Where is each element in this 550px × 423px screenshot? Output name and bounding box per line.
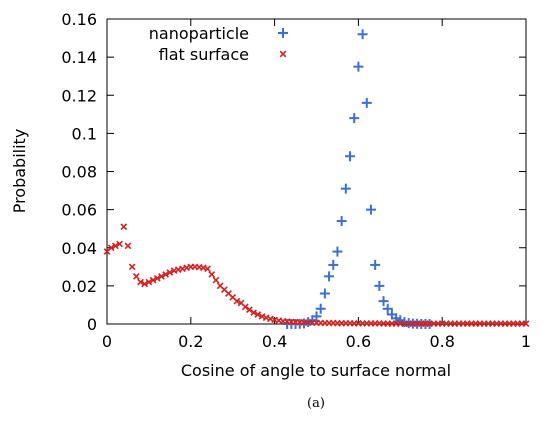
x-tick-label: 0.6 xyxy=(346,332,371,351)
data-point xyxy=(250,309,258,316)
y-tick-label: 0.06 xyxy=(61,201,97,220)
data-points xyxy=(103,29,530,329)
legend-label: flat surface xyxy=(159,45,249,64)
data-point xyxy=(241,303,249,311)
y-tick-label: 0.1 xyxy=(72,124,97,143)
data-point xyxy=(137,278,144,286)
series-flat-surface xyxy=(103,223,530,327)
x-axis-title: Cosine of angle to surface normal xyxy=(181,361,451,380)
series-nanoparticle xyxy=(282,29,435,329)
legend-label: nanoparticle xyxy=(149,24,249,43)
x-tick-label: 1 xyxy=(521,332,531,351)
data-point xyxy=(361,97,372,108)
legend-marker xyxy=(279,50,287,58)
x-tick-label: 0.8 xyxy=(429,332,454,351)
data-point xyxy=(124,242,132,250)
data-point xyxy=(353,61,364,72)
data-point xyxy=(340,183,351,194)
data-point xyxy=(332,246,343,257)
data-point xyxy=(145,278,153,286)
data-point xyxy=(166,269,174,276)
data-point xyxy=(212,276,220,284)
data-point xyxy=(132,272,140,280)
data-point xyxy=(208,271,216,278)
axis-ticks xyxy=(106,18,527,325)
data-point xyxy=(328,259,339,270)
axis-tick-labels: 0 0.2 0.4 0.6 0.8 1 0 0.02 0.04 0.06 0.08 0.1 0.12 0.… xyxy=(61,10,531,351)
legend: nanoparticle flat surface xyxy=(149,24,288,64)
data-point xyxy=(107,244,115,252)
data-point xyxy=(162,271,170,278)
data-point xyxy=(311,311,322,322)
y-tick-label: 0 xyxy=(87,315,97,334)
data-point xyxy=(246,306,253,314)
data-point xyxy=(233,297,241,305)
data-point xyxy=(153,274,161,282)
data-point xyxy=(128,263,136,271)
figure-caption: (a) xyxy=(307,396,325,411)
legend-marker xyxy=(278,28,288,38)
data-point xyxy=(149,276,157,284)
data-point xyxy=(120,223,128,231)
data-point xyxy=(319,288,330,299)
y-tick-label: 0.04 xyxy=(61,239,97,258)
plot-frame xyxy=(106,18,527,325)
data-point xyxy=(349,113,360,124)
data-point xyxy=(378,296,389,307)
x-tick-label: 0 xyxy=(102,332,112,351)
x-tick-label: 0.2 xyxy=(178,332,203,351)
data-point xyxy=(374,280,385,291)
data-point xyxy=(370,259,381,270)
data-point xyxy=(141,280,149,288)
data-point xyxy=(315,303,326,314)
data-point xyxy=(357,29,368,40)
y-tick-label: 0.16 xyxy=(61,10,97,29)
data-point xyxy=(204,265,211,273)
y-tick-label: 0.14 xyxy=(61,48,97,67)
data-point xyxy=(365,204,376,215)
data-point xyxy=(345,151,356,162)
data-point xyxy=(336,216,347,227)
y-tick-label: 0.02 xyxy=(61,277,97,296)
data-point xyxy=(112,242,119,250)
y-axis-title: Probability xyxy=(10,129,29,214)
data-point xyxy=(522,320,530,327)
data-point xyxy=(382,303,393,314)
data-point xyxy=(254,311,262,318)
y-tick-label: 0.08 xyxy=(61,163,97,182)
data-point xyxy=(158,272,165,280)
data-point xyxy=(116,240,123,248)
y-tick-label: 0.12 xyxy=(61,86,97,105)
data-point xyxy=(324,271,335,282)
x-tick-label: 0.4 xyxy=(262,332,287,351)
